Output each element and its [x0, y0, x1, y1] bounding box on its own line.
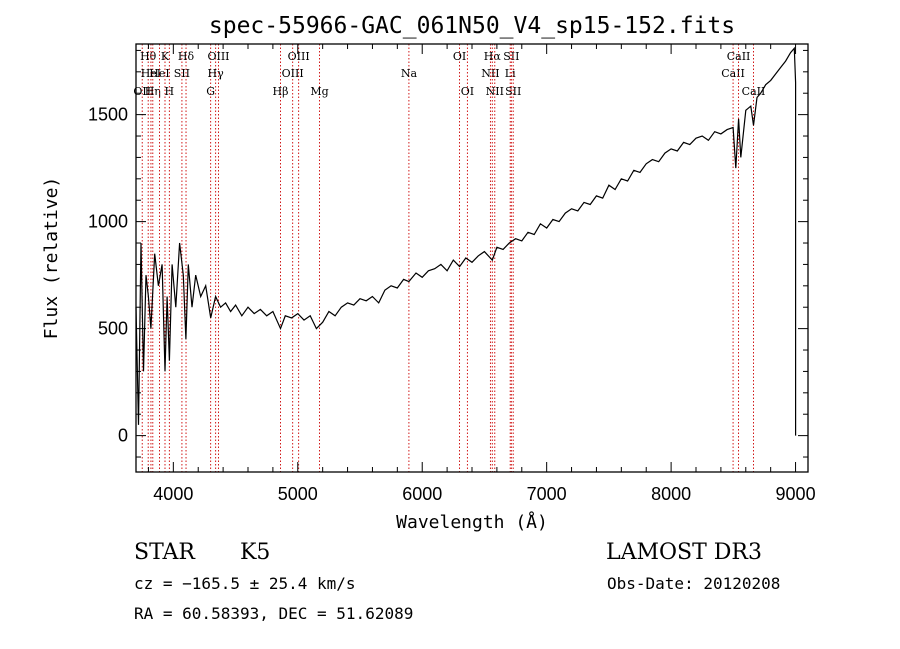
- x-tick-label: 7000: [527, 484, 567, 504]
- obs-date: Obs-Date: 20120208: [607, 574, 780, 593]
- line-label-11: OIII: [207, 50, 229, 63]
- line-label-12: Hβ: [273, 85, 289, 98]
- line-label-19: NII: [481, 67, 499, 80]
- x-tick-label: 5000: [278, 484, 318, 504]
- object-class: STAR: [134, 540, 196, 565]
- spectrum-line: [135, 46, 797, 436]
- survey-name: LAMOST DR3: [606, 540, 762, 565]
- line-label-7: SII: [174, 67, 190, 80]
- line-label-9: G: [206, 85, 215, 98]
- x-axis-ticks: 4000 5000 6000 7000 8000 9000: [147, 44, 816, 504]
- line-label-1: Hθ: [140, 50, 157, 63]
- line-label-26: CaII: [727, 50, 751, 63]
- line-label-18: OI: [461, 85, 474, 98]
- x-tick-label: 9000: [776, 484, 816, 504]
- line-label-4: HeI: [149, 67, 169, 80]
- line-label-22: Li: [505, 67, 516, 80]
- line-label-23: SII: [503, 50, 519, 63]
- x-tick-label: 4000: [153, 484, 193, 504]
- chart-title: spec-55966-GAC_061N50_V4_sp15-152.fits: [209, 13, 735, 39]
- line-label-10: Hγ: [208, 67, 225, 80]
- line-label-13: OIII: [282, 67, 304, 80]
- velocity-text: cz = −165.5 ± 25.4 km/s: [134, 574, 356, 593]
- y-tick-label: 0: [118, 426, 128, 446]
- x-axis-label: Wavelength (Å): [396, 511, 548, 533]
- line-label-6: H: [165, 85, 175, 98]
- y-tick-label: 1500: [88, 105, 128, 125]
- line-label-24: SII: [505, 85, 521, 98]
- x-tick-label: 6000: [402, 484, 442, 504]
- line-label-2: HeI: [141, 67, 161, 80]
- line-label-15: Mg: [310, 85, 328, 98]
- line-label-0: OII: [133, 85, 151, 98]
- line-label-3: Hη: [145, 85, 161, 98]
- line-label-5: K: [161, 50, 170, 63]
- line-label-20: Hα: [484, 50, 502, 63]
- coordinates: RA = 60.58393, DEC = 51.62089: [134, 604, 413, 623]
- line-label-8: Hδ: [178, 50, 195, 63]
- line-label-21: NII: [486, 85, 504, 98]
- x-tick-label: 8000: [651, 484, 691, 504]
- object-subclass: K5: [240, 540, 270, 565]
- line-label-25: CaII: [721, 67, 745, 80]
- line-label-16: Na: [401, 67, 418, 80]
- line-label-14: OIII: [288, 50, 310, 63]
- y-axis-label: Flux (relative): [41, 177, 62, 340]
- spectral-line-markers: OIIHθHeIHηHeIKHSIIHδGHγOIIIHβOIIIOIIIMgN…: [133, 44, 765, 472]
- y-axis-ticks: 0 500 1000 1500: [88, 49, 808, 458]
- y-tick-label: 500: [98, 319, 128, 339]
- plot-frame: [135, 43, 809, 473]
- y-tick-label: 1000: [88, 212, 128, 232]
- line-label-17: OI: [453, 50, 466, 63]
